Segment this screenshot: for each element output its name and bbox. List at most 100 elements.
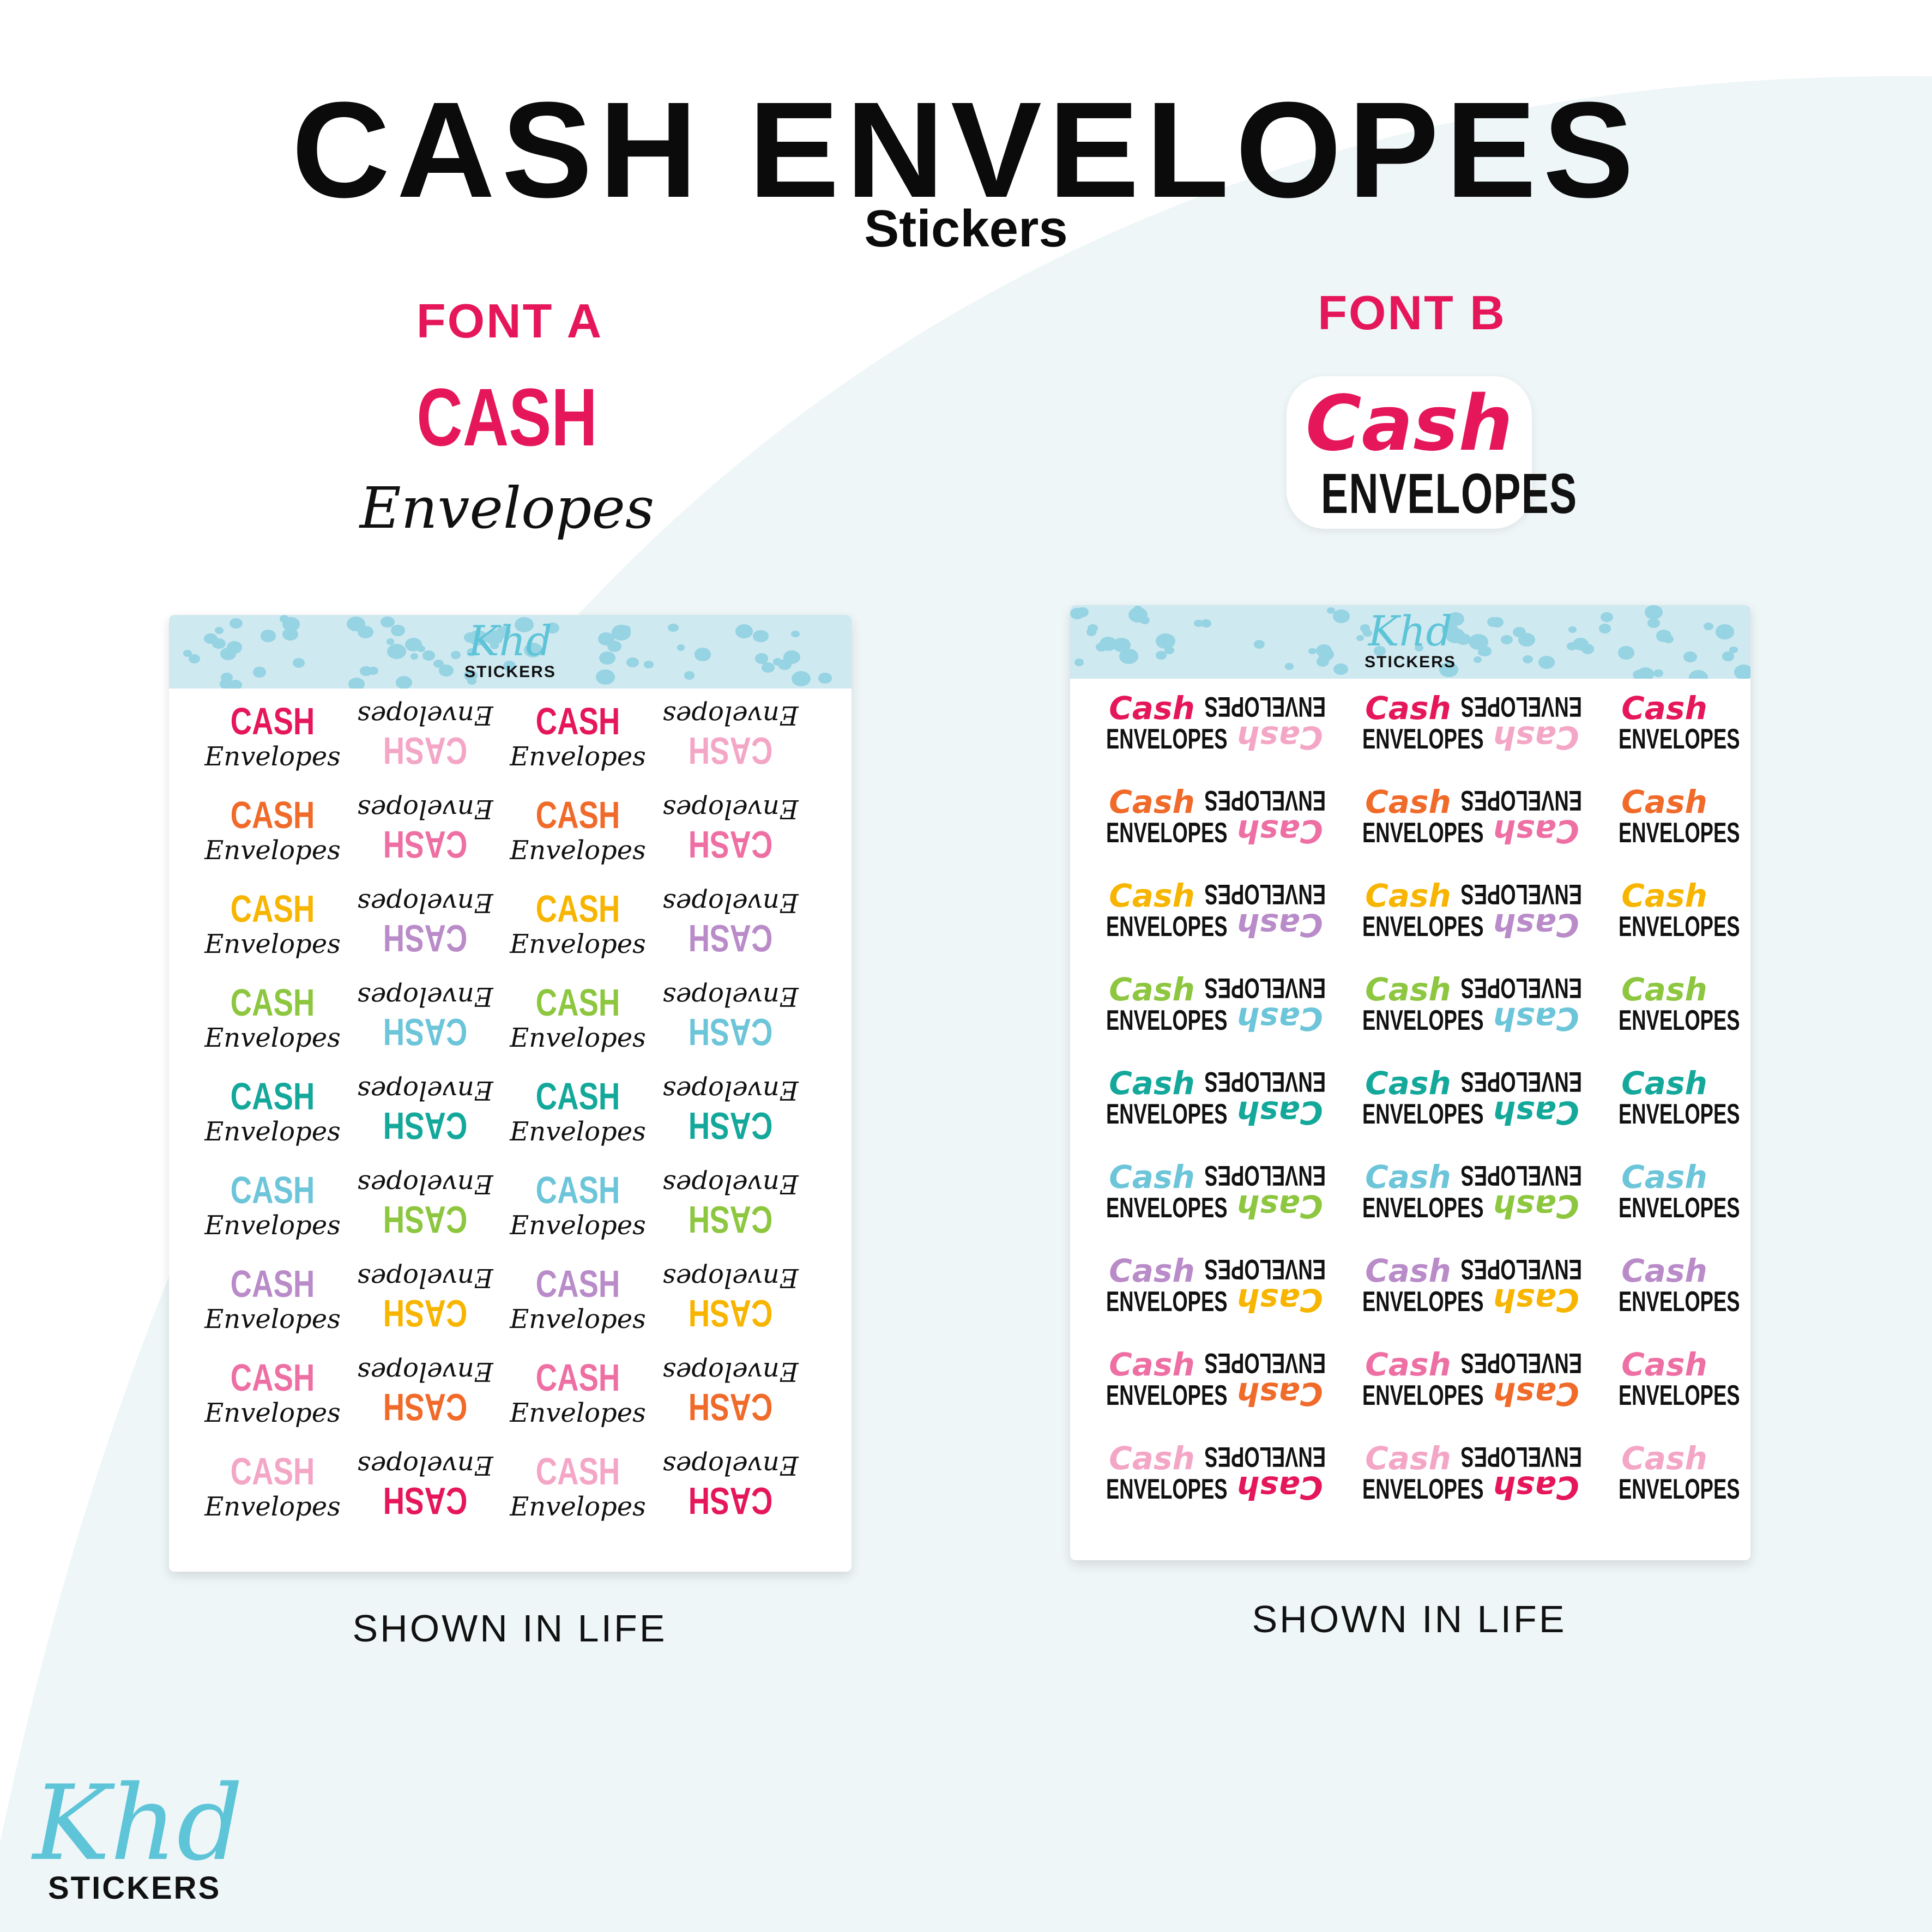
sticker-envelopes: ENVELOPES: [1106, 817, 1228, 849]
header-dot: [1096, 642, 1107, 652]
sticker-cash: Cash: [1493, 1000, 1579, 1037]
header-dot: [212, 638, 226, 649]
sticker-upright: Cash ENVELOPES: [1599, 1161, 1740, 1224]
sticker-cash: Cash: [1621, 1252, 1707, 1289]
sticker-envelopes: ENVELOPES: [1204, 1160, 1326, 1191]
sticker-flipped: Cash ENVELOPES: [1204, 1066, 1345, 1131]
header-dot: [1683, 651, 1697, 663]
sticker-envelopes: ENVELOPES: [1619, 1474, 1740, 1505]
header-dot: [219, 678, 233, 689]
header-dot: [380, 616, 395, 628]
sticker-envelopes: ENVELOPES: [1619, 1286, 1740, 1318]
sticker-envelopes: ENVELOPES: [1106, 1192, 1228, 1224]
sticker-envelopes: Envelopes: [357, 1169, 493, 1199]
sticker-upright: Cash ENVELOPES: [1599, 974, 1740, 1035]
sticker-envelopes: Envelopes: [662, 1450, 799, 1481]
sticker-flipped: CASH Envelopes: [649, 1169, 812, 1241]
header-dot: [1598, 624, 1611, 634]
header-dot: [1656, 630, 1672, 642]
header-dot: [754, 653, 768, 664]
sticker-grid: Cash ENVELOPES Cash ENVELOPES Cash ENVELOPES C…: [1070, 691, 1750, 1543]
sticker-upright: CASH Envelopes: [191, 1452, 354, 1520]
header-dot: [230, 618, 243, 629]
brand-logo-word: STICKERS: [48, 1870, 221, 1906]
sticker-cash: Cash: [1621, 1346, 1707, 1383]
sticker-flipped: Cash ENVELOPES: [1204, 1441, 1345, 1506]
header-dot: [1647, 618, 1660, 629]
sticker-cash: CASH: [230, 794, 315, 836]
sticker-upright: Cash ENVELOPES: [1343, 692, 1484, 753]
sheet-logo-script: Khd: [468, 617, 553, 665]
sticker-envelopes: Envelopes: [510, 1398, 646, 1428]
sticker-envelopes: ENVELOPES: [1204, 1066, 1326, 1097]
sticker-cash: CASH: [230, 1356, 315, 1399]
font-a-sample: CASH Envelopes: [338, 376, 676, 536]
sticker-cash: Cash: [1365, 1065, 1451, 1102]
sticker-envelopes: ENVELOPES: [1362, 817, 1484, 849]
header-dot: [1362, 629, 1372, 637]
header-dot: [818, 673, 832, 684]
sticker-envelopes: Envelopes: [510, 1492, 646, 1522]
sticker-envelopes: ENVELOPES: [1106, 1286, 1228, 1318]
sticker-flipped: Cash ENVELOPES: [1204, 878, 1345, 944]
sticker-cash: Cash: [1493, 813, 1579, 850]
header-dot: [1070, 608, 1084, 619]
sticker-envelopes: ENVELOPES: [1460, 972, 1582, 1004]
font-a-caption: SHOWN IN LIFE: [352, 1607, 667, 1650]
header-dot: [1160, 641, 1169, 647]
header-dot: [450, 651, 461, 659]
sticker-envelopes: Envelopes: [510, 1210, 646, 1241]
header-dot: [1568, 626, 1577, 633]
header-dot: [1308, 648, 1317, 655]
sticker-cash: CASH: [688, 729, 773, 772]
sticker-envelopes: Envelopes: [204, 1116, 341, 1147]
header-dot: [1572, 638, 1589, 651]
header-dot: [1538, 655, 1555, 669]
sticker-envelopes: ENVELOPES: [1362, 1474, 1484, 1505]
sticker-envelopes: Envelopes: [204, 1304, 341, 1335]
header-dot: [1501, 635, 1513, 645]
header-dot: [599, 651, 616, 665]
sticker-envelopes: Envelopes: [357, 981, 493, 1012]
sticker-cash: CASH: [688, 1104, 773, 1147]
sticker-envelopes: ENVELOPES: [1619, 911, 1740, 943]
sticker-envelopes: ENVELOPES: [1619, 1192, 1740, 1224]
header-dot: [1356, 635, 1365, 642]
sticker-flipped: Cash ENVELOPES: [1460, 1253, 1602, 1319]
header-dot: [189, 654, 201, 663]
sticker-upright: Cash ENVELOPES: [1086, 1349, 1228, 1411]
header-dot: [1633, 669, 1646, 679]
sticker-cash: Cash: [1237, 1375, 1323, 1412]
sticker-envelopes: ENVELOPES: [1460, 1441, 1582, 1472]
sticker-flipped: CASH Envelopes: [343, 1169, 507, 1241]
sticker-upright: Cash ENVELOPES: [1343, 1065, 1484, 1128]
sticker-cash: CASH: [688, 1480, 773, 1522]
sticker-envelopes: ENVELOPES: [1460, 1066, 1582, 1097]
sticker-upright: CASH Envelopes: [496, 1171, 660, 1239]
sticker-envelopes: ENVELOPES: [1106, 1380, 1228, 1411]
sticker-envelopes: Envelopes: [357, 887, 493, 918]
sticker-cash: CASH: [383, 1480, 468, 1522]
sticker-flipped: Cash ENVELOPES: [1460, 691, 1602, 756]
header-dot: [1522, 655, 1533, 664]
header-dot: [387, 643, 407, 659]
header-dot: [1164, 646, 1174, 654]
sticker-envelopes: ENVELOPES: [1460, 1160, 1582, 1191]
sticker-envelopes: ENVELOPES: [1619, 1380, 1740, 1411]
header-dot: [391, 625, 406, 637]
sticker-upright: Cash ENVELOPES: [1599, 1067, 1740, 1128]
sticker-cash: CASH: [535, 700, 620, 742]
header-dot: [253, 667, 267, 678]
header-dot: [367, 666, 378, 675]
sticker-cash: CASH: [535, 794, 620, 836]
sticker-cash: CASH: [230, 1263, 315, 1305]
sticker-upright: Cash ENVELOPES: [1599, 692, 1740, 753]
sheet-header: [169, 615, 852, 689]
sticker-cash: Cash: [1493, 907, 1579, 944]
sticker-cash: CASH: [230, 700, 315, 742]
sticker-upright: CASH Envelopes: [191, 702, 354, 770]
sticker-envelopes: Envelopes: [662, 700, 799, 730]
sticker-envelopes: ENVELOPES: [1362, 1005, 1484, 1036]
sticker-upright: Cash ENVELOPES: [1086, 1255, 1228, 1318]
sheet-logo-script: Khd: [1368, 607, 1453, 655]
